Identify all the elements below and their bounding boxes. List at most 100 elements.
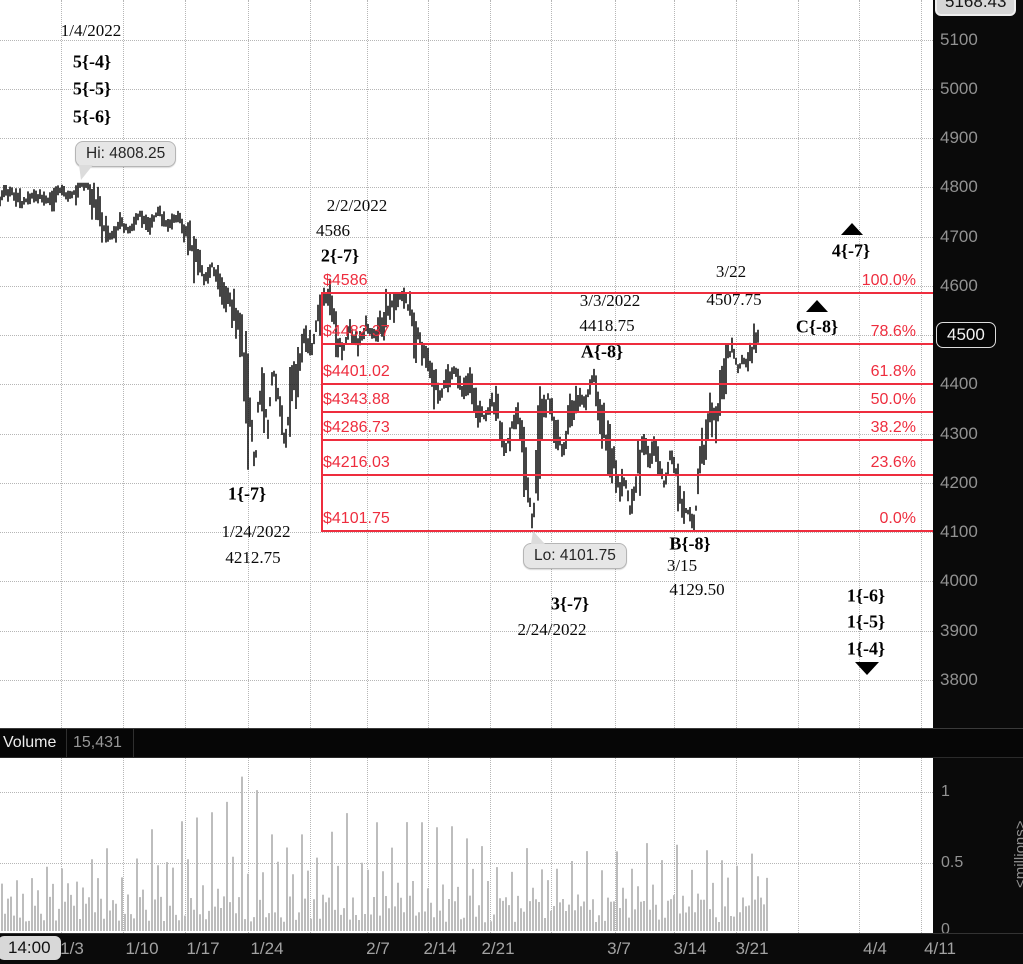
time-axis-label: 2/21 bbox=[481, 939, 515, 958]
up-triangle-marker bbox=[841, 223, 863, 235]
date-annotation: 4507.75 bbox=[706, 290, 762, 309]
time-axis-label: 3/7 bbox=[607, 939, 631, 958]
price-axis-label: 4800 bbox=[940, 177, 978, 197]
gridline bbox=[551, 0, 552, 728]
volume-indicator-header: Volume 15,431 bbox=[0, 728, 1023, 758]
gridline bbox=[615, 0, 616, 728]
date-annotation: 4129.50 bbox=[669, 580, 725, 599]
gridline bbox=[615, 758, 616, 933]
time-axis-label: 1/17 bbox=[186, 939, 220, 958]
fib-level-line bbox=[321, 291, 933, 294]
down-triangle-marker bbox=[855, 662, 879, 675]
time-axis-label: 3/21 bbox=[735, 939, 769, 958]
wave-label: 1{-4} bbox=[846, 638, 886, 659]
gridline bbox=[367, 758, 368, 933]
fib-percent-label: 23.6% bbox=[870, 453, 916, 471]
price-axis-label: 4600 bbox=[940, 275, 978, 295]
fib-price-label: $4343.88 bbox=[323, 390, 390, 408]
date-annotation: 2/24/2022 bbox=[517, 620, 587, 639]
high-callout-pointer bbox=[79, 165, 93, 180]
wave-label: 5{-5} bbox=[72, 78, 112, 99]
wave-label: A{-8} bbox=[580, 341, 624, 362]
price-axis-label: 5100 bbox=[940, 29, 978, 49]
fib-percent-label: 100.0% bbox=[861, 271, 916, 289]
gridline bbox=[859, 0, 860, 728]
fib-percent-label: 78.6% bbox=[870, 322, 916, 340]
volume-current-value: 15,431 bbox=[73, 734, 122, 751]
time-axis-label: 1/24 bbox=[250, 939, 284, 958]
gridline bbox=[185, 0, 186, 728]
wave-label: 1{-5} bbox=[846, 611, 886, 632]
date-annotation: 4586 bbox=[316, 221, 350, 240]
price-axis-label: 3900 bbox=[940, 620, 978, 640]
price-axis-label: 4200 bbox=[940, 472, 978, 492]
wave-label: 4{-7} bbox=[831, 240, 871, 261]
fib-anchor-line bbox=[321, 292, 323, 532]
high-price-callout-text: Hi: 4808.25 bbox=[86, 145, 166, 162]
header-divider bbox=[133, 729, 134, 757]
fib-level-line bbox=[321, 473, 933, 476]
time-axis-label: 3/14 bbox=[673, 939, 707, 958]
gridline bbox=[798, 0, 799, 728]
fib-price-label: $4586 bbox=[323, 271, 368, 289]
gridline bbox=[428, 758, 429, 933]
gridline bbox=[0, 39, 933, 41]
wave-label: C{-8} bbox=[795, 316, 839, 337]
price-axis[interactable]: 5168.43 5100 5000 4900 4800 4700 4600 4400 4300… bbox=[933, 0, 1023, 728]
gridline bbox=[0, 236, 933, 238]
fib-percent-label: 38.2% bbox=[870, 419, 916, 436]
fib-level-line bbox=[321, 342, 933, 345]
price-chart-pane[interactable]: $4586 100.0% $4482.37 78.6% $4401.02 61.8% $43… bbox=[0, 0, 933, 728]
volume-axis-label: 0.5 bbox=[941, 854, 964, 871]
time-axis-label: 2/7 bbox=[366, 939, 390, 958]
fib-level-line bbox=[321, 382, 933, 385]
date-annotation: 2/2/2022 bbox=[326, 196, 388, 215]
wave-label: 5{-4} bbox=[72, 51, 112, 72]
price-axis-label: 4300 bbox=[940, 423, 978, 443]
time-axis[interactable]: 14:00 1/3 1/10 1/17 1/24 2/7 2/14 2/21 3/7 3/14 3… bbox=[0, 933, 1023, 964]
candlestick-series bbox=[0, 182, 759, 532]
gridline bbox=[61, 0, 62, 728]
volume-axis[interactable]: 1 0.5 0 bbox=[933, 758, 1023, 933]
fib-percent-label: 61.8% bbox=[870, 362, 916, 380]
gridline bbox=[674, 758, 675, 933]
high-price-callout: Hi: 4808.25 bbox=[75, 141, 177, 167]
gridline bbox=[674, 0, 675, 728]
fib-price-label: $4286.73 bbox=[323, 419, 390, 436]
gridline bbox=[0, 792, 933, 793]
volume-bars bbox=[1, 776, 768, 931]
wave-label: 2{-7} bbox=[320, 245, 360, 266]
volume-indicator-label[interactable]: Volume bbox=[3, 734, 57, 751]
fib-price-label: $4401.02 bbox=[323, 362, 390, 380]
gridline bbox=[0, 679, 933, 681]
wave-label: 1{-7} bbox=[227, 483, 267, 504]
low-price-callout-text: Lo: 4101.75 bbox=[534, 547, 616, 564]
gridline bbox=[0, 482, 933, 484]
fib-price-label: $4216.03 bbox=[323, 453, 390, 471]
gridline bbox=[248, 758, 249, 933]
time-axis-label: 1/10 bbox=[125, 939, 159, 958]
volume-pane[interactable] bbox=[0, 758, 933, 933]
volume-axis-label: 0 bbox=[941, 921, 950, 933]
price-axis-label: 4100 bbox=[940, 522, 978, 541]
gridline bbox=[0, 433, 933, 435]
wave-label: B{-8} bbox=[669, 533, 711, 554]
wave-label: 3{-7} bbox=[550, 593, 590, 614]
time-axis-label: 4/4 bbox=[863, 939, 887, 958]
gridline bbox=[921, 0, 922, 728]
date-annotation: 3/3/2022 bbox=[579, 291, 641, 310]
gridline bbox=[859, 758, 860, 933]
fib-level-line bbox=[321, 410, 933, 413]
gridline bbox=[0, 285, 933, 287]
volume-axis-label: 1 bbox=[941, 783, 950, 800]
date-annotation: 4418.75 bbox=[579, 316, 635, 335]
gridline bbox=[0, 187, 933, 189]
time-axis-label: 1/3 bbox=[60, 939, 84, 958]
fib-percent-label: 0.0% bbox=[879, 510, 916, 528]
up-triangle-marker bbox=[806, 300, 828, 312]
crosshair-time-badge: 14:00 bbox=[0, 936, 61, 960]
gridline bbox=[798, 758, 799, 933]
gridline bbox=[736, 758, 737, 933]
fib-price-label: $4482.37 bbox=[323, 322, 390, 340]
